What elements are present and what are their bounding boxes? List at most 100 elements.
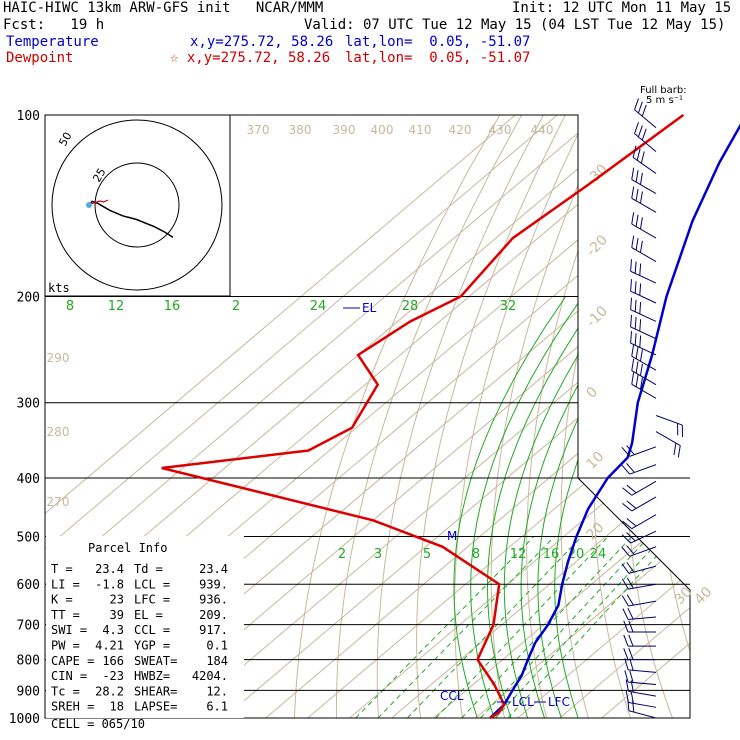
isotherm-line xyxy=(502,115,690,718)
temperature-latlon: lat,lon= 0.05, -51.07 xyxy=(345,34,531,50)
wind-barb xyxy=(630,297,657,322)
wind-barb xyxy=(621,577,657,590)
temperature-legend: Temperature xyxy=(6,34,99,50)
parcel-param-label: SREH = xyxy=(51,700,94,714)
wind-barb xyxy=(627,698,657,719)
theta-label: 420 xyxy=(449,123,472,137)
pressure-label: 600 xyxy=(17,578,40,593)
isotherm-line xyxy=(45,115,558,718)
isotherm-line xyxy=(124,115,690,718)
pressure-label: 900 xyxy=(17,684,40,699)
mixing-ratio-line xyxy=(377,536,555,718)
isotherm-label: 0 xyxy=(584,384,602,402)
dry-adiabat-line xyxy=(416,115,566,718)
wind-barb xyxy=(622,480,657,496)
wind-barb xyxy=(634,122,657,152)
parcel-param-value: 23.4 xyxy=(95,562,124,576)
theta-label: 400 xyxy=(371,123,394,137)
parcel-cell: CELL = 065/10 xyxy=(51,717,145,731)
parcel-param-value: 4204. xyxy=(192,669,228,683)
m-label: M xyxy=(447,529,457,543)
hodograph-origin xyxy=(86,202,92,208)
parcel-info-panel: Parcel Info T = 23.4 Td = 23.4 LI = -1.8 LCL = 9… xyxy=(46,536,244,731)
parcel-param-value: 939. xyxy=(199,577,228,591)
wind-barb xyxy=(655,431,681,458)
theta-label: 380 xyxy=(289,123,312,137)
wind-barb xyxy=(622,607,657,620)
isotherm-line xyxy=(544,115,690,718)
parcel-param-label: LI = xyxy=(51,577,80,591)
theta-label: 390 xyxy=(333,123,356,137)
wind-barbs: Full barb:5 m s⁻¹ xyxy=(621,85,687,719)
barb-legend-line2: 5 m s⁻¹ xyxy=(646,95,683,106)
dry-adiabat-line xyxy=(335,115,523,718)
parcel-param-value: -23 xyxy=(102,669,124,683)
theta-label: 440 xyxy=(531,123,554,137)
init-time: Init: 12 UTC Mon 11 May 15 xyxy=(512,0,732,16)
mixing-ratio-line xyxy=(355,536,535,718)
pressure-label: 700 xyxy=(17,619,40,634)
dewpoint-profile xyxy=(161,113,685,720)
isotherm-line xyxy=(45,115,600,718)
isotherm-line xyxy=(460,115,690,718)
wind-barb xyxy=(631,167,657,195)
parcel-param-label: K = xyxy=(51,593,73,607)
moist-adiabat-line xyxy=(486,296,600,718)
moist-adiabat-line xyxy=(470,296,583,718)
wind-barb xyxy=(630,279,657,304)
wind-barb xyxy=(621,463,657,475)
pressure-label: 500 xyxy=(17,530,40,545)
dry-adiabat-line xyxy=(526,115,631,718)
temperature-xy: x,y=275.72, 58.26 xyxy=(190,34,334,50)
wind-barb xyxy=(621,562,657,574)
hodograph-box xyxy=(44,114,231,297)
hodograph-ring-outer xyxy=(51,119,223,291)
isotherm-line xyxy=(334,115,690,718)
wind-barb xyxy=(625,679,657,697)
wind-barb xyxy=(631,344,657,371)
wind-barb xyxy=(621,530,657,544)
wind-barb xyxy=(622,514,657,530)
moist-adiabat-line xyxy=(503,296,617,718)
lfc-label: LFC xyxy=(548,695,570,709)
parcel-param-value: 12. xyxy=(206,684,228,698)
wind-barb xyxy=(655,415,683,438)
mixing-ratio-label: 32 xyxy=(500,299,517,314)
dry-adiabat-line xyxy=(454,115,588,718)
chart-title: HAIC-HIWC 13km ARW-GFS init NCAR/MMM xyxy=(3,0,324,16)
parcel-info-title: Parcel Info xyxy=(88,541,167,555)
hodograph: 50 25 kts xyxy=(44,114,231,297)
parcel-param-value: -1.8 xyxy=(95,577,124,591)
pressure-label: 300 xyxy=(17,397,40,412)
dry-adiabat-line xyxy=(657,115,690,718)
hodograph-unit-label: kts xyxy=(48,281,70,295)
ccl-label: CCL xyxy=(440,689,464,703)
parcel-param-label: LCL = xyxy=(134,577,170,591)
wind-barb xyxy=(623,620,656,633)
isotherm-line xyxy=(208,115,690,718)
hodograph-ring-label: 50 xyxy=(56,130,74,149)
wind-barb xyxy=(622,496,657,512)
parcel-param-label: CAPE = xyxy=(51,654,94,668)
theta-label: 370 xyxy=(247,123,270,137)
isotherm-line xyxy=(586,115,690,718)
wind-barb xyxy=(623,634,656,647)
parcel-param-label: Tc = xyxy=(51,684,80,698)
isotherm-label: 10 xyxy=(584,449,608,473)
parcel-param-label: T = xyxy=(51,562,73,576)
moist-adiabat-line xyxy=(453,296,567,718)
theta-label: 410 xyxy=(409,123,432,137)
forecast-hour: Fcst: 19 h xyxy=(3,17,105,33)
theta-label: 270 xyxy=(47,495,70,509)
wind-barb xyxy=(631,186,657,213)
isotherm-line xyxy=(166,115,690,718)
hodograph-trace-lower xyxy=(88,199,109,206)
parcel-param-value: 18 xyxy=(110,700,124,714)
parcel-param-label: EL = xyxy=(134,608,163,622)
parcel-param-value: 39 xyxy=(110,608,124,622)
isotherm-line xyxy=(376,115,690,718)
wind-barb xyxy=(621,545,657,557)
wind-barb xyxy=(621,594,657,607)
dry-adiabat-line xyxy=(688,115,690,718)
